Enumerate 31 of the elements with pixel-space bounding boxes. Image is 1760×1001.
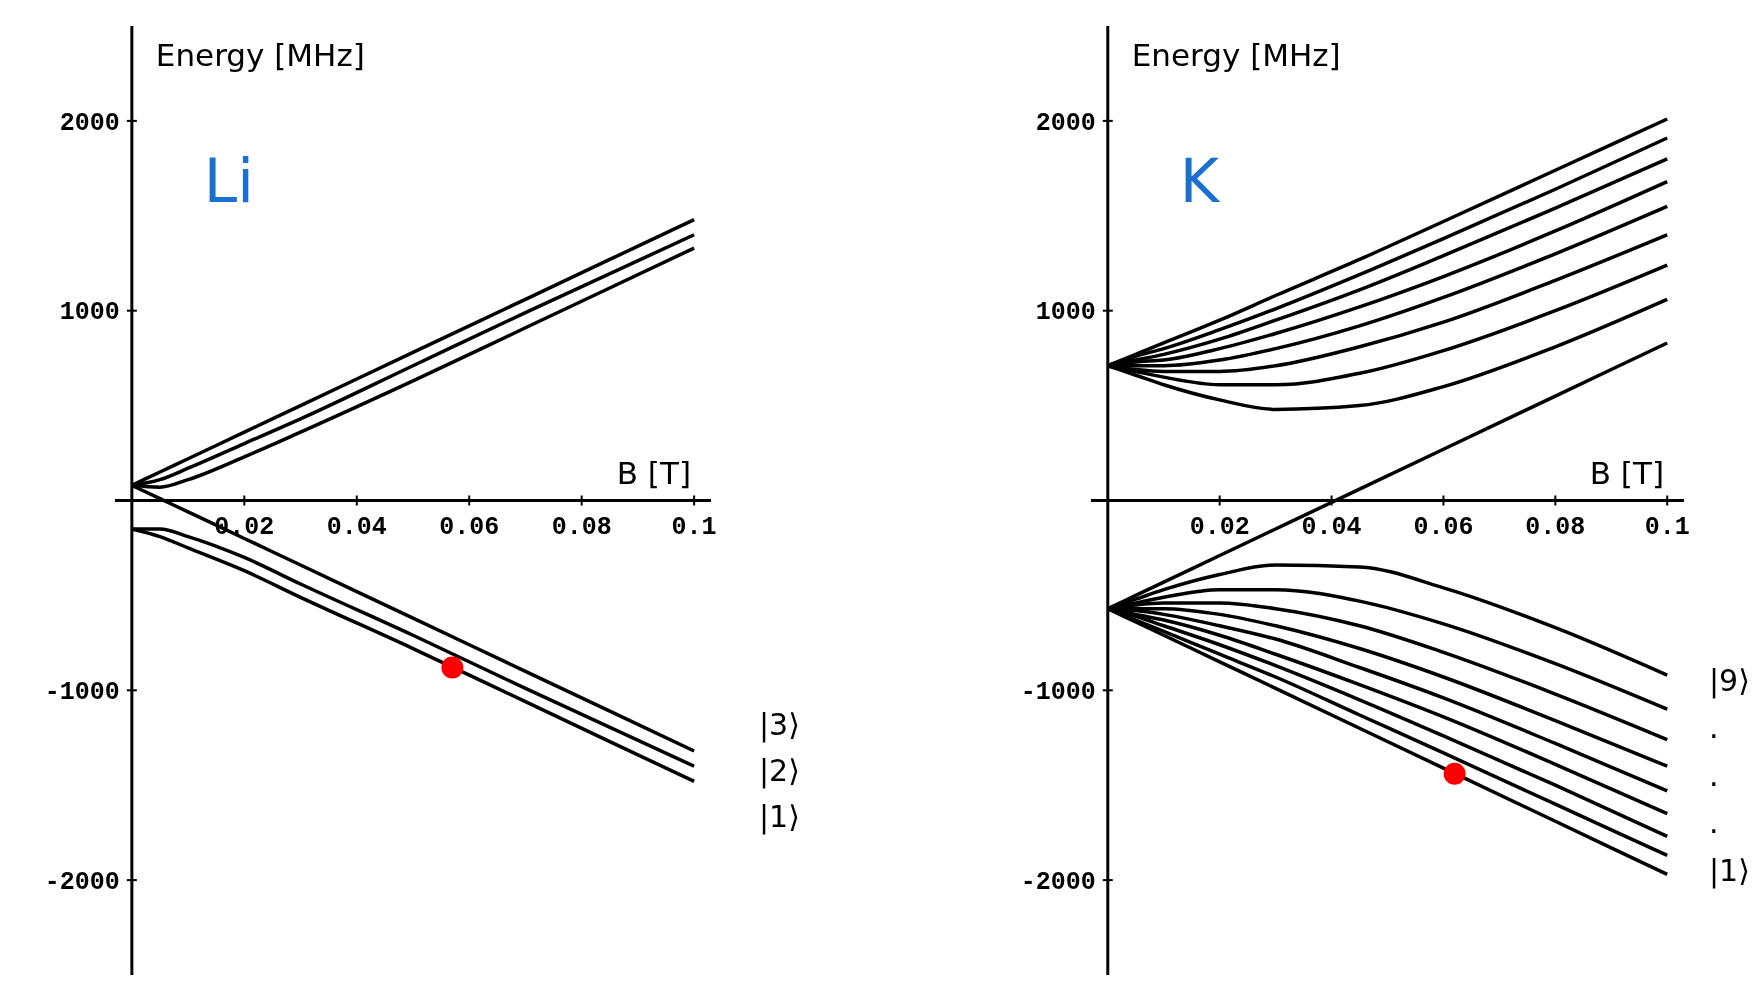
x-axis-title: B [T] <box>1589 454 1664 491</box>
y-axis-title: Energy [MHz] <box>155 37 365 73</box>
x-tick-label: 0.08 <box>551 512 612 542</box>
x-tick-label: 0.06 <box>1413 512 1474 542</box>
x-tick-label: 0.1 <box>1644 512 1690 542</box>
text: . <box>1709 805 1719 840</box>
y-tick-label: 1000 <box>1035 298 1096 328</box>
x-tick-label: 0.08 <box>1525 512 1586 542</box>
y-tick-label: 2000 <box>1035 108 1096 138</box>
x-tick-label: 0.06 <box>439 512 500 542</box>
y-tick-label: -2000 <box>1020 867 1096 897</box>
text: . <box>1709 710 1719 745</box>
annotation: K <box>1179 146 1221 216</box>
text: |1⟩ <box>759 798 800 835</box>
annotation: Li <box>203 146 254 216</box>
y-tick-label: -1000 <box>1020 678 1096 708</box>
y-axis-title: Energy [MHz] <box>1131 37 1341 73</box>
y-tick-label: 1000 <box>59 298 120 328</box>
text: |9⟩ <box>1709 662 1750 699</box>
text: |2⟩ <box>759 752 800 789</box>
text: . <box>1709 757 1719 793</box>
text: |3⟩ <box>759 706 800 743</box>
text: |1⟩ <box>1709 852 1750 889</box>
x-tick-label: 0.1 <box>671 512 717 542</box>
x-tick-label: 0.02 <box>1189 512 1250 542</box>
x-tick-label: 0.04 <box>326 512 387 542</box>
x-axis-title: B [T] <box>616 454 691 491</box>
y-tick-label: 2000 <box>59 108 120 138</box>
x-tick-label: 0.04 <box>1301 512 1362 542</box>
y-tick-label: -1000 <box>44 678 120 708</box>
y-tick-label: -2000 <box>44 867 120 897</box>
